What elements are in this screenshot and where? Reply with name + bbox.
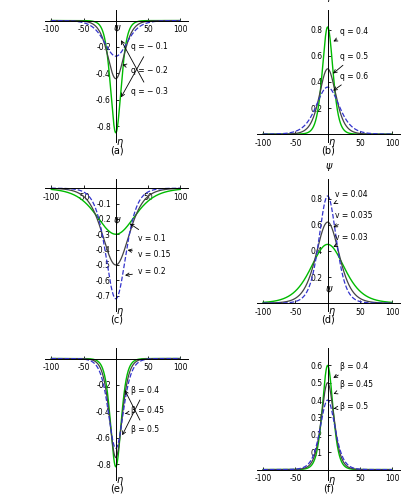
Text: q = − 0.3: q = − 0.3 (122, 41, 168, 96)
Text: β = 0.5: β = 0.5 (334, 402, 368, 410)
Text: (c): (c) (110, 315, 123, 325)
Text: β = 0.5: β = 0.5 (125, 391, 159, 434)
Text: η: η (116, 306, 122, 316)
Text: v = 0.15: v = 0.15 (129, 249, 171, 258)
Text: β = 0.4: β = 0.4 (123, 386, 159, 434)
Text: (b): (b) (322, 146, 335, 156)
Text: q = − 0.2: q = − 0.2 (123, 64, 168, 75)
Text: β = 0.45: β = 0.45 (125, 406, 164, 414)
Text: η: η (116, 475, 122, 485)
Text: (d): (d) (322, 315, 335, 325)
Text: ψ: ψ (325, 284, 331, 294)
Text: v = 0.2: v = 0.2 (126, 267, 166, 276)
Text: η: η (116, 137, 122, 147)
Text: q = 0.4: q = 0.4 (334, 26, 368, 41)
Text: ψ: ψ (325, 0, 331, 2)
Text: (e): (e) (110, 484, 123, 494)
Text: ψ: ψ (325, 161, 331, 171)
Text: η: η (328, 475, 335, 485)
Text: q = 0.6: q = 0.6 (334, 72, 368, 90)
Text: β = 0.4: β = 0.4 (334, 362, 368, 378)
Text: v = 0.03: v = 0.03 (334, 232, 368, 246)
Text: q = 0.5: q = 0.5 (334, 52, 368, 73)
Text: v = 0.04: v = 0.04 (334, 190, 368, 203)
Text: ψ: ψ (113, 23, 120, 33)
Text: η: η (328, 306, 335, 316)
Text: (f): (f) (323, 484, 334, 494)
Text: q = − 0.1: q = − 0.1 (122, 42, 168, 96)
Text: η: η (328, 137, 335, 147)
Text: v = 0.1: v = 0.1 (131, 224, 166, 243)
Text: β = 0.45: β = 0.45 (334, 380, 373, 394)
Text: (a): (a) (110, 146, 123, 156)
Text: ψ: ψ (113, 215, 120, 225)
Text: v = 0.035: v = 0.035 (334, 212, 373, 227)
